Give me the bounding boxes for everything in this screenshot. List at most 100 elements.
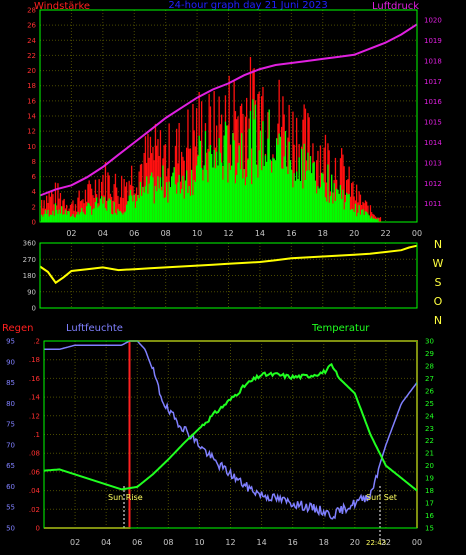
gust-bar bbox=[369, 205, 372, 222]
average-bar bbox=[341, 199, 343, 222]
gust-bar bbox=[74, 204, 77, 222]
gust-bar bbox=[363, 203, 365, 222]
average-bar bbox=[313, 162, 315, 222]
pressure-tick-label: 1014 bbox=[424, 139, 442, 147]
average-bar bbox=[327, 164, 329, 222]
average-bar bbox=[261, 170, 263, 222]
pressure-tick-label: 1018 bbox=[424, 57, 442, 65]
gust-bar bbox=[62, 200, 64, 222]
gust-bar bbox=[357, 202, 359, 222]
average-bar bbox=[199, 140, 202, 222]
wind-x-ticks: 02 04 06 08 10 12 14 16 18 20 22 00 bbox=[66, 229, 422, 238]
average-bar bbox=[177, 182, 179, 222]
gust-bar bbox=[98, 179, 100, 222]
climate-panel: Regen Luftfeuchte Temperatur Sun Rise Su… bbox=[2, 323, 434, 547]
average-bar bbox=[103, 197, 105, 222]
gust-bar bbox=[352, 181, 354, 222]
average-bar bbox=[144, 186, 147, 222]
average-bar bbox=[146, 176, 148, 222]
average-bar bbox=[48, 216, 50, 222]
gust-bar bbox=[46, 195, 48, 222]
average-bar bbox=[149, 175, 152, 222]
pressure-line bbox=[39, 23, 418, 197]
average-bar bbox=[269, 159, 272, 222]
gust-bar bbox=[187, 109, 189, 222]
humidity-tick-label: 55 bbox=[6, 504, 15, 512]
x-tick-label: 14 bbox=[256, 538, 266, 547]
direction-y-ticks: 0 90 180 270 360 bbox=[23, 240, 36, 313]
average-bar bbox=[42, 216, 44, 222]
average-bar bbox=[141, 195, 143, 222]
gust-bar bbox=[42, 208, 44, 222]
average-bar bbox=[81, 207, 83, 222]
average-bar bbox=[183, 198, 185, 222]
gust-bar bbox=[178, 123, 180, 222]
average-bar bbox=[216, 151, 218, 222]
average-bar bbox=[41, 214, 43, 222]
average-bar bbox=[367, 213, 369, 222]
direction-tick-label: 0 bbox=[32, 305, 36, 313]
pressure-tick-label: 1013 bbox=[424, 159, 442, 167]
average-bar bbox=[43, 214, 45, 222]
average-bar bbox=[307, 152, 309, 222]
wind-tick-label: 8 bbox=[32, 158, 36, 166]
direction-tick-label: 360 bbox=[23, 240, 36, 248]
temperature-tick-label: 27 bbox=[425, 375, 434, 383]
average-bar bbox=[139, 182, 142, 222]
average-bar bbox=[329, 195, 332, 222]
gust-bar bbox=[79, 201, 82, 222]
average-bar bbox=[187, 193, 189, 222]
average-bar bbox=[109, 199, 112, 222]
wind-tick-label: 6 bbox=[32, 173, 37, 181]
average-bar bbox=[332, 203, 334, 222]
average-bar bbox=[83, 213, 85, 222]
pressure-tick-label: 1016 bbox=[424, 98, 442, 106]
average-bar bbox=[362, 209, 364, 222]
average-bar bbox=[326, 201, 328, 222]
wind-axis-title: Windstärke bbox=[34, 1, 90, 12]
wind-tick-label: 22 bbox=[27, 52, 36, 60]
humidity-tick-label: 60 bbox=[6, 483, 15, 491]
average-bar bbox=[272, 157, 274, 222]
average-bar bbox=[163, 198, 165, 222]
rain-axis-title: Regen bbox=[2, 323, 34, 334]
x-tick-label: 10 bbox=[194, 538, 204, 547]
gust-bar bbox=[351, 183, 353, 222]
average-bar bbox=[77, 211, 79, 222]
gust-bar bbox=[138, 171, 140, 222]
wind-tick-label: 16 bbox=[27, 97, 36, 105]
direction-grid bbox=[40, 242, 418, 309]
average-bar bbox=[278, 133, 280, 222]
x-tick-label: 22 bbox=[380, 229, 390, 238]
humidity-tick-label: 95 bbox=[6, 338, 15, 346]
average-bar bbox=[281, 168, 283, 222]
gust-bar bbox=[43, 200, 45, 222]
average-bar bbox=[54, 203, 57, 222]
average-bar bbox=[232, 133, 234, 222]
gust-bar bbox=[72, 200, 74, 222]
gust-bar bbox=[153, 160, 155, 222]
gust-bar bbox=[131, 165, 133, 222]
average-bar bbox=[117, 208, 119, 222]
humidity-axis-title: Luftfeuchte bbox=[66, 323, 123, 334]
x-tick-label: 08 bbox=[161, 229, 171, 238]
average-bar bbox=[213, 149, 215, 222]
x-tick-label: 12 bbox=[223, 229, 233, 238]
wind-average-bars bbox=[41, 99, 379, 222]
gust-bar bbox=[302, 119, 304, 222]
average-bar bbox=[88, 203, 90, 222]
average-bar bbox=[137, 195, 139, 222]
x-tick-label: 18 bbox=[319, 538, 329, 547]
average-bar bbox=[337, 189, 339, 222]
average-bar bbox=[84, 214, 87, 222]
average-bar bbox=[98, 205, 100, 222]
average-bar bbox=[207, 182, 209, 222]
rain-tick-label: .04 bbox=[29, 487, 41, 495]
temperature-tick-label: 21 bbox=[425, 450, 434, 458]
average-bar bbox=[343, 209, 345, 222]
average-bar bbox=[78, 214, 80, 222]
average-bar bbox=[169, 187, 172, 222]
wind-tick-label: 28 bbox=[27, 7, 36, 15]
gust-bar bbox=[189, 148, 192, 222]
